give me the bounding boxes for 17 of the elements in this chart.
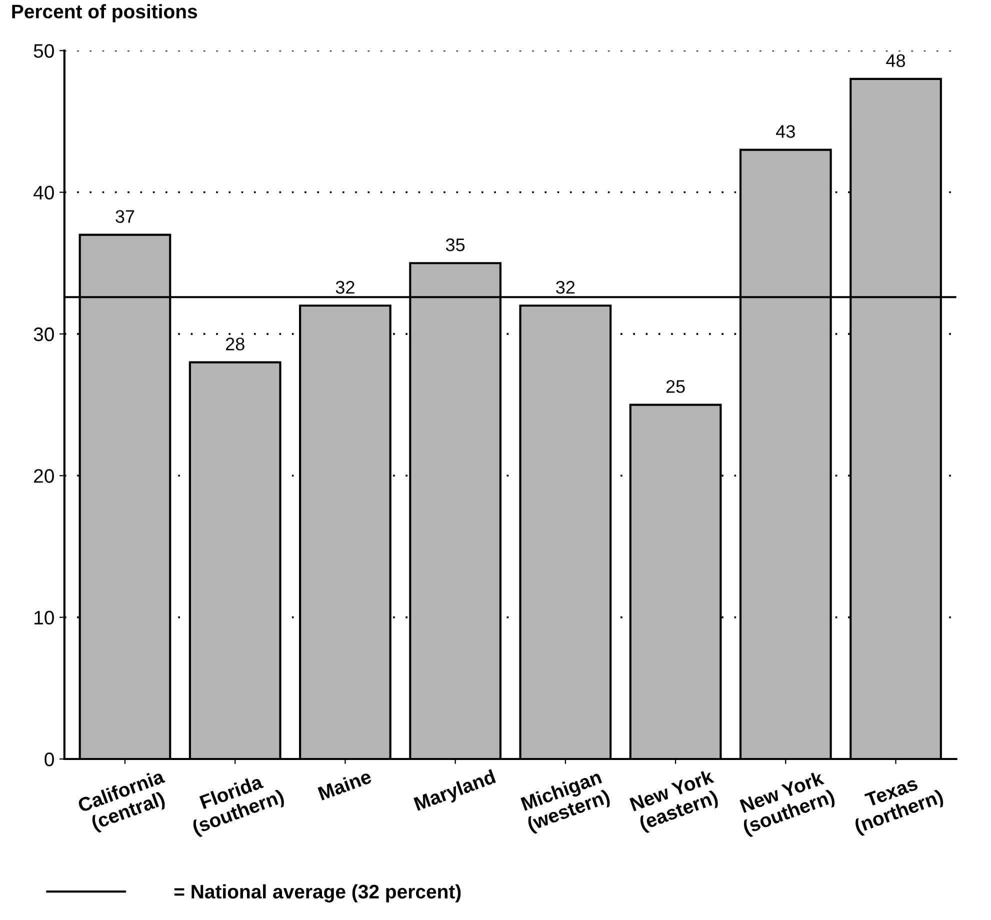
y-tick-label: 20 <box>34 469 54 483</box>
data-label: 35 <box>446 238 465 252</box>
data-label: 25 <box>666 380 685 393</box>
data-label: 43 <box>776 125 795 138</box>
y-axis-title: Percent of positions <box>12 4 198 22</box>
y-tick-label: 30 <box>34 327 54 342</box>
data-label: 32 <box>556 280 575 294</box>
data-label: 48 <box>886 54 906 68</box>
y-tick-label: 0 <box>44 752 54 766</box>
data-label: 28 <box>226 338 244 350</box>
y-tick-label: 10 <box>34 610 54 625</box>
y-tick-label: 40 <box>34 186 54 200</box>
x-tick-label: Maine <box>317 768 372 801</box>
y-tick-label: 50 <box>34 44 54 58</box>
ref-line-label: = National average (32 percent) <box>174 884 461 902</box>
data-label: 32 <box>336 280 354 294</box>
data-label: 37 <box>116 210 134 223</box>
